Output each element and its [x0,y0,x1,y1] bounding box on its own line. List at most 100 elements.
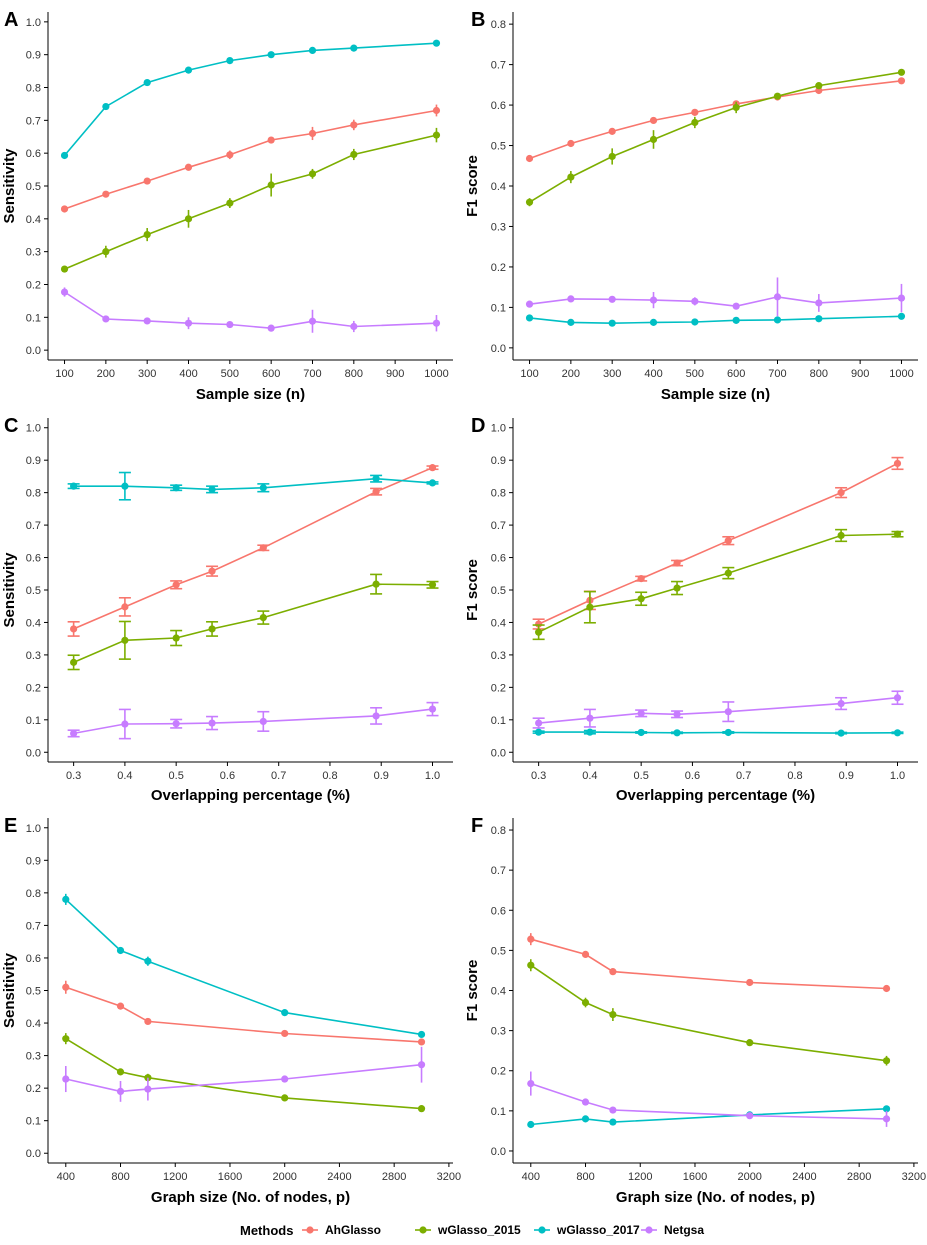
legend-marker [538,1226,546,1234]
data-point [724,537,732,545]
y-tick-label: 0.5 [491,585,506,597]
x-tick-label: 800 [576,1171,594,1183]
x-tick-label: 0.6 [685,770,700,782]
series-wglasso-2015 [527,959,891,1066]
x-tick-label: 400 [522,1171,540,1183]
y-tick-label: 0.0 [491,343,506,355]
y-tick-label: 0.4 [491,617,506,629]
y-tick-label: 0.9 [26,455,41,467]
legend-title: Methods [240,1223,293,1238]
x-tick-label: 0.5 [169,770,184,782]
y-tick-label: 0.0 [26,747,41,759]
series-ahglasso [532,456,904,630]
series-line [65,986,422,1043]
data-point [226,199,234,207]
data-point [432,319,441,327]
data-point [143,78,151,87]
y-axis-label: Sensitivity [1,952,18,1028]
panel-label: D [471,415,485,437]
data-point [226,56,234,65]
series-line [63,42,437,157]
data-point [837,489,845,497]
data-point [70,729,78,738]
y-tick-label: 0.6 [26,148,41,160]
data-point [121,482,129,490]
legend-item: AhGlasso [302,1223,381,1237]
data-point [882,1057,891,1065]
y-axis-label: F1 score [464,155,481,217]
y-tick-label: 0.8 [26,83,41,95]
x-tick-label: 1000 [424,368,448,380]
data-point [837,699,845,708]
data-point [172,484,180,492]
y-tick-label: 0.1 [26,1116,41,1128]
series-ahglasso [67,464,439,637]
series-ahglasso [525,77,906,163]
y-tick-label: 0.4 [26,1018,41,1030]
data-point [417,1030,426,1039]
data-point [609,1010,617,1019]
legend-marker [645,1226,653,1234]
data-point [691,297,699,305]
y-tick-label: 0.9 [26,50,41,62]
data-point [143,230,151,239]
panel-label: E [4,815,17,837]
x-tick-label: 3200 [437,1171,461,1183]
data-point [121,603,129,611]
data-point [372,712,380,720]
data-point [184,66,193,74]
data-point [144,1017,152,1026]
data-point [70,658,78,666]
data-point [673,584,681,592]
y-tick-label: 0.3 [491,1026,506,1038]
data-point [172,581,180,589]
data-point [208,485,216,493]
data-point [527,1079,535,1088]
data-point [259,613,267,622]
data-point [897,294,906,302]
y-tick-label: 0.8 [491,825,506,837]
x-tick-label: 300 [603,368,621,380]
y-tick-label: 0.9 [491,455,506,467]
x-tick-label: 1000 [889,368,913,380]
series-wglasso-2017 [527,1105,891,1129]
panel-label: B [471,9,485,31]
data-point [746,1112,754,1120]
series-line [530,938,887,990]
x-tick-label: 0.3 [66,770,81,782]
data-point [525,300,534,308]
y-tick-label: 0.6 [26,953,41,965]
data-point [184,215,193,223]
y-tick-label: 0.8 [26,888,41,900]
data-point [143,317,151,325]
data-point [308,46,317,55]
data-point [586,728,594,736]
series-line [65,898,422,1036]
y-axis-label: F1 score [464,960,481,1022]
data-point [815,315,823,323]
y-tick-label: 0.6 [491,553,506,565]
series-wglasso-2017 [525,312,906,327]
data-point [281,1094,289,1102]
data-point [281,1009,289,1017]
data-point [581,1098,590,1106]
x-tick-label: 1600 [683,1171,707,1183]
data-point [208,567,216,575]
y-tick-label: 0.5 [491,945,506,957]
data-point [732,103,740,112]
data-point [637,595,645,603]
data-point [350,121,358,129]
data-point [882,984,891,993]
series-netgsa [527,1071,891,1127]
series-netgsa [60,287,441,333]
y-tick-label: 0.7 [491,520,506,532]
legend-label: wGlasso_2015 [437,1223,521,1237]
series-wglasso-2015 [532,528,904,641]
data-point [226,320,234,329]
y-tick-label: 1.0 [26,823,41,835]
y-tick-label: 0.1 [491,302,506,314]
data-point [432,106,441,115]
x-tick-label: 500 [686,368,704,380]
y-tick-label: 0.1 [491,715,506,727]
